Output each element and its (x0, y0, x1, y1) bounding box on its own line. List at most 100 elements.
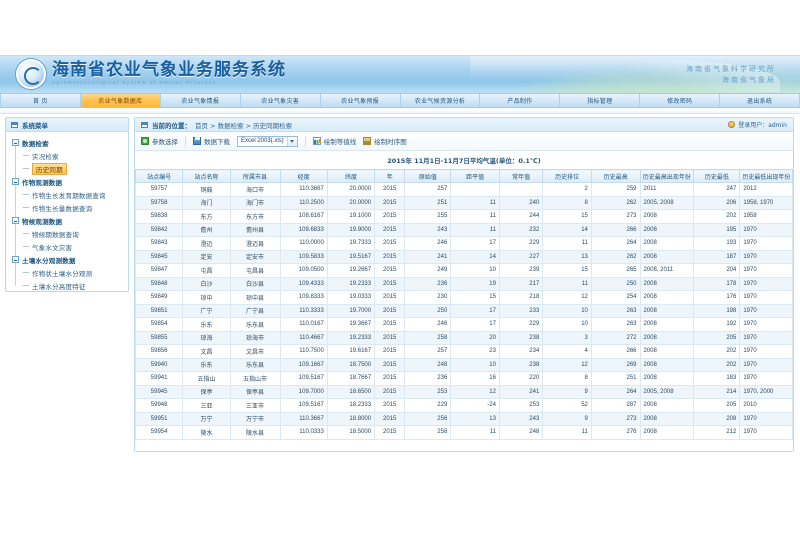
chevron-down-icon[interactable] (286, 136, 297, 146)
cell-0: 59849 (135, 290, 184, 305)
cell-5: 2015 (374, 222, 406, 237)
table-row[interactable]: 59948 三亚 三亚市 109.5167 18.2333 2015 229 -24 253 52… (135, 398, 793, 413)
sidebar-label: 物候期数据查询 (32, 230, 79, 239)
draw-timeseries-button[interactable]: 绘制时序图 (363, 136, 407, 146)
nav-label: 修改密码 (667, 98, 693, 105)
table-row[interactable]: 59941 五指山 五指山市 109.5167 18.7667 2015 236 16 220 8… (135, 371, 793, 386)
column-header-13[interactable]: 历史最低出现年份 (739, 169, 793, 183)
table-row[interactable]: 59757 铜鼓 海口市 110.3667 20.0000 2015 257 2 259 2011… (135, 182, 793, 197)
column-header-2[interactable]: 所属市县 (229, 169, 281, 183)
sidebar-item-growth-stage-query[interactable]: 作物生长发育期数据查询 (12, 188, 128, 201)
sidebar-item-crop-soil-moisture[interactable]: 作物状土壤水分观测 (12, 266, 128, 279)
main-navigation[interactable]: 首 页 农业气象数据库 农业气象情报 农业气象灾害 农业气象预报 农业气候资源分… (0, 93, 800, 108)
column-header-9[interactable]: 历史排位 (542, 169, 592, 183)
cell-13: 1970 (739, 290, 793, 305)
column-header-4[interactable]: 纬度 (326, 169, 376, 183)
column-header-10[interactable]: 历史最高 (590, 169, 641, 183)
column-header-0[interactable]: 站点编号 (135, 169, 184, 183)
table-row[interactable]: 59855 琼海 琼海市 110.4667 19.2333 2015 258 20 238 3 27… (135, 330, 793, 345)
cell-9: 13 (542, 249, 592, 264)
table-row[interactable]: 59851 广宁 广宁县 110.3333 19.7000 2015 250 17 233 10 2… (135, 303, 793, 318)
cell-0: 59851 (135, 303, 184, 318)
table-row[interactable]: 59854 乐东 乐东县 110.0167 19.3667 2015 246 17 229 10 2… (135, 317, 793, 332)
breadcrumb-path[interactable]: 首页 > 数据检索 > 历史同期检索 (195, 121, 293, 130)
nav-item-8[interactable]: 修改密码 (640, 94, 721, 107)
login-user: 登录用户：admin (728, 120, 787, 129)
sidebar-group-phenology-observation[interactable]: 物候观测数据 (12, 214, 128, 227)
cell-2: 保亭县 (229, 384, 281, 399)
table-row[interactable]: 59838 东方 东方市 108.6167 19.1000 2015 255 11 244 15 2… (135, 209, 793, 224)
table-row[interactable]: 59954 陵水 陵水县 110.0333 18.5000 2015 258 11 248 11 2… (135, 425, 793, 440)
table-row[interactable]: 59758 海门 海门市 110.2500 20.0000 2015 251 11 240 8 26… (135, 195, 793, 210)
cell-0: 59856 (135, 344, 184, 359)
sidebar-item-phenology-query[interactable]: 物候期数据查询 (12, 227, 128, 240)
sidebar-item-soil-moisture-feature[interactable]: 土壤水分高度特征 (12, 279, 128, 291)
expand-collapse-icon[interactable] (12, 217, 19, 224)
breadcrumb-label: 当前的位置： (152, 121, 191, 130)
table-row[interactable]: 59843 澄迈 澄迈县 110.0000 19.7333 2015 246 17 229 11 2… (135, 236, 793, 251)
cell-11: 2008 (639, 330, 695, 345)
cell-2: 广宁县 (229, 303, 281, 318)
cell-13: 1958, 1970 (739, 195, 793, 210)
table-row[interactable]: 59940 乐东 乐东县 109.1667 18.7500 2015 248 10 238 12 2… (135, 357, 793, 372)
cell-7: 17 (450, 236, 500, 251)
sidebar-item-history-same-period[interactable]: 历史同期 (12, 162, 128, 175)
column-header-11[interactable]: 历史最高出现年份 (639, 169, 695, 183)
nav-item-5[interactable]: 农业气候资源分析 (401, 94, 481, 107)
sidebar-group-crop-observation[interactable]: 作物观测数据 (12, 175, 128, 188)
table-row[interactable]: 59848 白沙 白沙县 109.4333 19.2333 2015 236 19 217 11 2… (135, 276, 793, 291)
data-download-button[interactable]: 数据下载 (193, 136, 230, 146)
column-header-7[interactable]: 距平值 (450, 169, 500, 183)
column-header-1[interactable]: 站点名称 (182, 169, 231, 183)
draw-contour-button[interactable]: 绘制等值线 (312, 136, 356, 146)
cell-3: 110.3667 (279, 182, 328, 197)
column-header-5[interactable]: 年 (374, 169, 406, 183)
cell-9: 12 (542, 290, 592, 305)
nav-item-2[interactable]: 农业气象情报 (161, 94, 241, 107)
table-row[interactable]: 59945 保亭 保亭县 109.7000 18.6500 2015 253 12 241 9 26… (135, 384, 793, 399)
param-select-button[interactable]: 参数选择 (141, 136, 178, 146)
sidebar-item-hydro-disaster[interactable]: 气象水文灾害 (12, 240, 128, 253)
expand-collapse-icon[interactable] (12, 139, 19, 146)
nav-item-9[interactable]: 退出系统 (720, 94, 800, 107)
column-header-3[interactable]: 经度 (279, 169, 328, 183)
table-row[interactable]: 59847 屯昌 屯昌县 109.0500 19.2667 2015 249 10 239 15 2… (135, 263, 793, 278)
sidebar-item-live-query[interactable]: 实况检索 (12, 149, 128, 162)
format-select[interactable]: Excel 2003(.xls) (237, 135, 298, 147)
cell-11: 2008 (639, 290, 695, 305)
cell-9: 11 (542, 425, 592, 440)
cell-11: 2008 (639, 425, 695, 440)
table-row[interactable]: 59845 定安 定安市 109.5833 19.5167 2015 241 14 227 13 2… (135, 249, 793, 264)
cell-11: 2008 (639, 236, 695, 251)
nav-label: 退出系统 (747, 98, 773, 105)
expand-collapse-icon[interactable] (12, 178, 19, 185)
nav-item-1[interactable]: 农业气象数据库 (80, 94, 161, 107)
cell-6: 256 (404, 411, 452, 426)
column-header-8[interactable]: 常年值 (498, 169, 544, 183)
nav-item-0[interactable]: 首 页 (0, 94, 81, 107)
cell-8: 239 (498, 263, 544, 278)
column-header-12[interactable]: 历史最低 (693, 169, 741, 183)
cell-1: 定安 (182, 249, 231, 264)
cell-10: 264 (590, 384, 641, 399)
sidebar-item-growth-volume-query[interactable]: 作物生长量数据查询 (12, 201, 128, 214)
results-table-area[interactable]: 2015年 11月1日-11月7日平均气温(单位：0.1℃) 站点编号 站点名称所… (135, 151, 793, 451)
nav-item-6[interactable]: 产品制作 (480, 94, 561, 107)
table-row[interactable]: 59951 万宁 万宁市 110.3667 18.8000 2015 256 13 243 9 27… (135, 411, 793, 426)
table-row[interactable]: 59842 儋州 儋州县 109.6833 19.9000 2015 243 11 232 14 2… (135, 222, 793, 237)
nav-item-7[interactable]: 指标管理 (560, 94, 641, 107)
cell-5: 2015 (374, 209, 406, 224)
table-row[interactable]: 59849 琼中 琼中县 109.8333 19.0333 2015 230 15 218 12 2… (135, 290, 793, 305)
column-header-6[interactable]: 原始值 (404, 169, 452, 183)
expand-collapse-icon[interactable] (12, 256, 19, 263)
sidebar-group-soil-moisture[interactable]: 土壤水分观测数据 (12, 253, 128, 266)
nav-item-4[interactable]: 农业气象预报 (321, 94, 401, 107)
cell-11: 2008 (639, 317, 695, 332)
cell-11: 2008 (639, 371, 695, 386)
cell-4: 19.7000 (326, 303, 376, 318)
table-row[interactable]: 59856 文昌 文昌市 110.7500 19.6167 2015 257 23 234 4 26… (135, 344, 793, 359)
sidebar-group-data-retrieval[interactable]: 数据检索 (12, 136, 128, 149)
nav-item-3[interactable]: 农业气象灾害 (241, 94, 321, 107)
cell-10: 265 (590, 263, 641, 278)
login-user-label: 登录用户：admin (738, 122, 787, 129)
